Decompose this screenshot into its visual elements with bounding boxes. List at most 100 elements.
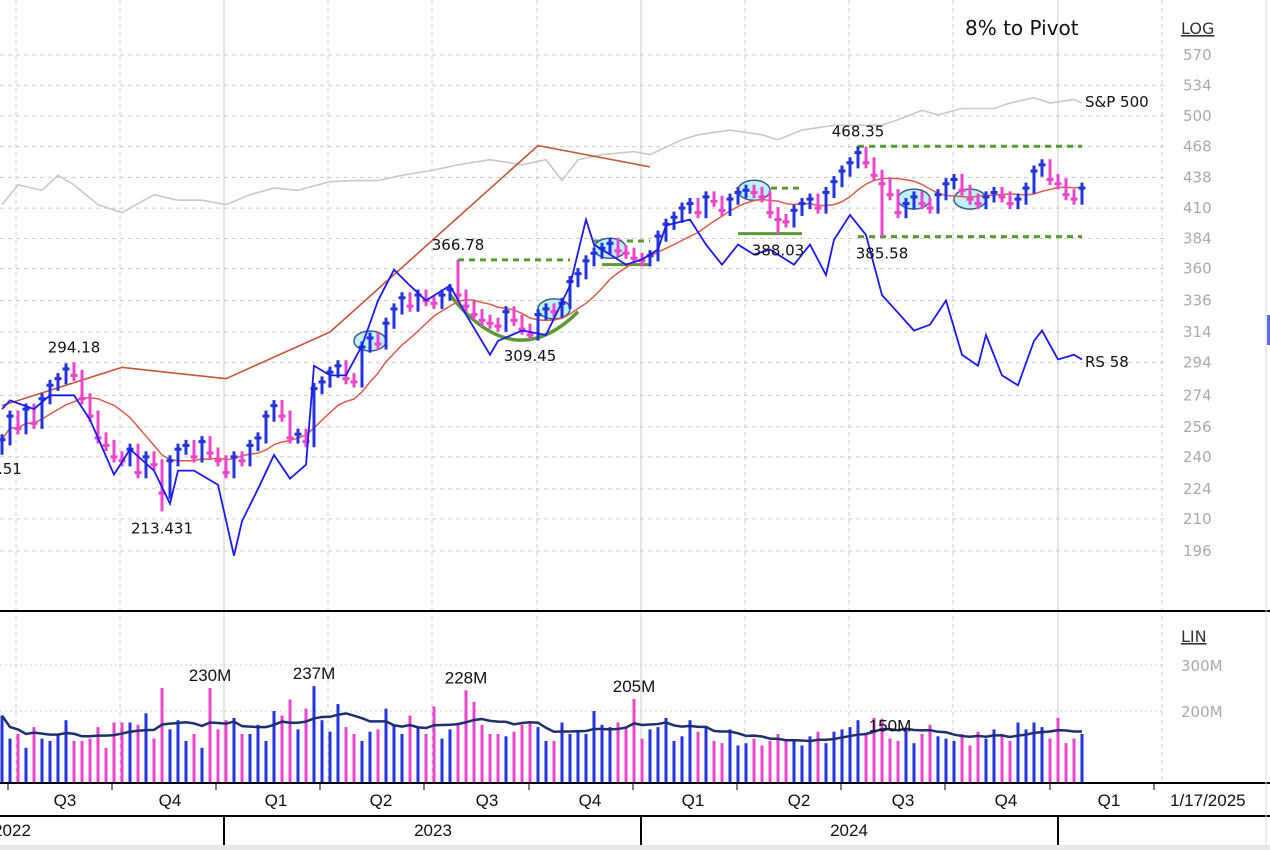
- volume-bar: [192, 734, 196, 783]
- volume-bar: [248, 734, 252, 783]
- volume-bar: [944, 738, 948, 783]
- price-tick-label: 438: [1183, 168, 1212, 186]
- volume-bar: [744, 743, 748, 783]
- volume-bar: [80, 740, 84, 783]
- volume-annotation: 228M: [445, 668, 488, 687]
- volume-bar: [184, 740, 188, 783]
- volume-bar: [104, 747, 108, 783]
- quarter-label: Q3: [54, 791, 77, 810]
- trend-line: [1, 144, 651, 407]
- volume-bar: [536, 727, 540, 783]
- moving-average-line: [1, 177, 1083, 462]
- volume-bar: [768, 740, 772, 783]
- volume-bar: [728, 729, 732, 783]
- price-annotation: 385.58: [856, 245, 909, 263]
- price-tick-label: 240: [1183, 448, 1212, 466]
- volume-bar: [696, 731, 700, 783]
- volume-bar: [1072, 738, 1076, 783]
- volume-bar: [200, 747, 204, 783]
- scroll-indicator[interactable]: [1267, 315, 1270, 345]
- volume-bar: [160, 688, 164, 783]
- volume-bar: [648, 729, 652, 783]
- volume-bar: [920, 734, 924, 783]
- price-annotation: 388.03: [752, 242, 805, 260]
- quarter-label: Q1: [1098, 791, 1121, 810]
- left-cut-label: .51: [0, 460, 22, 478]
- volume-bar: [112, 722, 116, 783]
- volume-bar: [144, 713, 148, 783]
- volume-bar: [936, 736, 940, 783]
- volume-bar: [424, 734, 428, 783]
- quarter-label: Q3: [892, 791, 915, 810]
- volume-annotation: 150M: [869, 717, 912, 736]
- volume-bar: [216, 729, 220, 783]
- quarter-label: Q3: [476, 791, 499, 810]
- volume-bar: [1024, 729, 1028, 783]
- price-tick-label: 468: [1183, 138, 1212, 156]
- volume-bar: [800, 745, 804, 783]
- volume-panel: 230M 237M 228M 205M 150M: [0, 664, 1084, 783]
- volume-bar: [904, 729, 908, 783]
- volume-bar: [304, 708, 308, 783]
- volume-bar: [472, 701, 476, 783]
- volume-bar: [512, 731, 516, 783]
- volume-bar: [984, 738, 988, 783]
- volume-bar: [792, 740, 796, 783]
- price-tick-label: 570: [1183, 46, 1212, 64]
- price-scale-label[interactable]: LOG: [1181, 19, 1214, 38]
- volume-scale-label[interactable]: LIN: [1181, 627, 1207, 646]
- volume-bar: [96, 727, 100, 783]
- volume-bar: [968, 745, 972, 783]
- volume-bar: [1032, 722, 1036, 783]
- volume-bar: [992, 729, 996, 783]
- volume-bar: [48, 740, 52, 783]
- volume-bar: [312, 686, 316, 783]
- price-tick-label: 294: [1183, 354, 1212, 372]
- volume-bar: [608, 727, 612, 783]
- year-label: 2024: [830, 821, 868, 840]
- quarter-label: Q4: [995, 791, 1018, 810]
- year-label: 2022: [0, 821, 31, 840]
- price-tick-label: 534: [1183, 76, 1212, 94]
- price-tick-label: 224: [1183, 480, 1212, 498]
- volume-bar: [56, 734, 60, 783]
- price-tick-label: 360: [1183, 259, 1212, 277]
- volume-bar: [672, 740, 676, 783]
- price-tick-label: 274: [1183, 386, 1212, 404]
- volume-bar: [816, 731, 820, 783]
- bottom-border: [0, 845, 1270, 850]
- chart-title: 8% to Pivot: [965, 16, 1079, 40]
- rs-line: [1, 213, 1083, 556]
- volume-bar: [712, 740, 716, 783]
- volume-bar: [544, 740, 548, 783]
- sp500-label: S&P 500: [1085, 93, 1149, 111]
- volume-bar: [120, 722, 124, 783]
- volume-bar: [1064, 743, 1068, 783]
- volume-moving-average-line: [0, 712, 1082, 743]
- volume-bar: [928, 724, 932, 783]
- volume-bar: [256, 724, 260, 783]
- volume-bar: [360, 740, 364, 783]
- volume-bar: [832, 731, 836, 783]
- volume-bar: [1000, 734, 1004, 783]
- volume-annotation: 237M: [293, 664, 336, 683]
- volume-bar: [880, 718, 884, 783]
- volume-annotation: 230M: [189, 666, 232, 685]
- volume-bar: [24, 747, 28, 783]
- volume-bar: [576, 731, 580, 783]
- volume-bar: [824, 743, 828, 783]
- volume-bar: [600, 724, 604, 783]
- volume-bar: [960, 734, 964, 783]
- quarter-label: Q2: [788, 791, 811, 810]
- volume-bar: [616, 722, 620, 783]
- volume-bar: [416, 727, 420, 783]
- volume-bar: [592, 711, 596, 783]
- volume-bar: [528, 722, 532, 783]
- volume-bar: [976, 731, 980, 783]
- volume-bar: [1080, 734, 1084, 783]
- volume-bar: [72, 740, 76, 783]
- volume-bar: [560, 722, 564, 783]
- volume-bar: [400, 734, 404, 783]
- current-date-label: 1/17/2025: [1170, 791, 1246, 810]
- volume-bar: [352, 734, 356, 783]
